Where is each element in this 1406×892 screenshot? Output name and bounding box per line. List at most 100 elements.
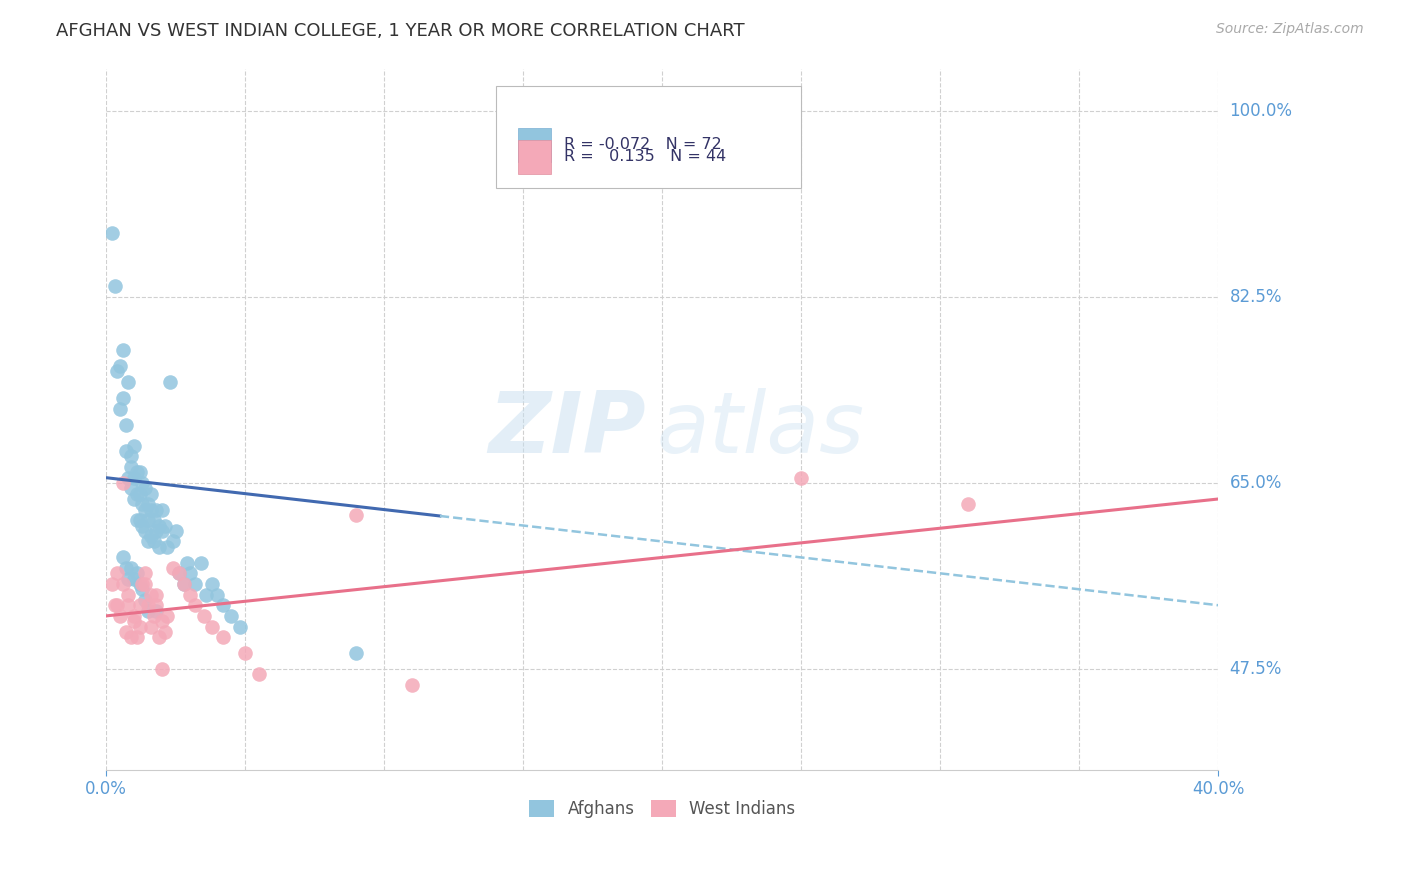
Point [142, 608, 165, 623]
Point [173, 577, 195, 591]
Point [148, 540, 170, 554]
Point [139, 529, 162, 543]
Point [125, 466, 148, 480]
Point [134, 524, 156, 538]
Point [153, 518, 176, 533]
Point [162, 561, 184, 575]
Point [145, 588, 167, 602]
Point [117, 572, 139, 586]
Legend: Afghans, West Indians: Afghans, West Indians [523, 793, 803, 825]
Text: AFGHAN VS WEST INDIAN COLLEGE, 1 YEAR OR MORE CORRELATION CHART: AFGHAN VS WEST INDIAN COLLEGE, 1 YEAR OR… [56, 22, 745, 40]
Text: R = -0.072   N = 72: R = -0.072 N = 72 [564, 137, 723, 153]
Point [117, 599, 139, 613]
Point [128, 619, 150, 633]
Point [114, 417, 136, 432]
Text: ZIP: ZIP [488, 388, 645, 471]
Point [148, 630, 170, 644]
Point [108, 401, 131, 416]
Point [125, 486, 148, 500]
Point [150, 524, 173, 538]
Bar [517, 128, 551, 161]
Point [145, 502, 167, 516]
Text: R =   0.135   N = 44: R = 0.135 N = 44 [564, 149, 727, 164]
Point [165, 524, 187, 538]
Point [131, 577, 153, 591]
Point [103, 599, 125, 613]
Point [957, 497, 980, 511]
Point [103, 279, 125, 293]
Point [114, 444, 136, 458]
Point [142, 534, 165, 549]
Point [120, 561, 142, 575]
Point [162, 534, 184, 549]
Point [156, 608, 179, 623]
Point [139, 486, 162, 500]
Point [136, 497, 159, 511]
Point [128, 466, 150, 480]
Point [120, 460, 142, 475]
Point [128, 599, 150, 613]
Point [128, 486, 150, 500]
Point [122, 471, 145, 485]
Point [117, 375, 139, 389]
Point [167, 566, 190, 581]
Point [101, 577, 124, 591]
Bar [517, 140, 551, 174]
Point [207, 588, 229, 602]
Text: atlas: atlas [657, 388, 865, 471]
Point [122, 608, 145, 623]
Point [790, 471, 813, 485]
Text: 100.0%: 100.0% [1230, 102, 1292, 120]
Point [142, 513, 165, 527]
Point [195, 588, 218, 602]
Point [136, 513, 159, 527]
Point [139, 619, 162, 633]
Point [139, 502, 162, 516]
Point [122, 439, 145, 453]
Point [150, 662, 173, 676]
Point [108, 608, 131, 623]
Point [136, 599, 159, 613]
Point [131, 582, 153, 597]
Point [105, 599, 128, 613]
Point [105, 364, 128, 378]
Point [134, 481, 156, 495]
Point [401, 678, 423, 692]
Point [125, 566, 148, 581]
Point [346, 646, 368, 660]
Text: 65.0%: 65.0% [1230, 474, 1282, 492]
Point [179, 588, 201, 602]
Point [125, 513, 148, 527]
Point [105, 566, 128, 581]
Point [117, 588, 139, 602]
Point [228, 619, 250, 633]
Point [145, 524, 167, 538]
Point [193, 608, 215, 623]
Point [159, 375, 181, 389]
Point [201, 577, 224, 591]
Point [128, 513, 150, 527]
Point [120, 481, 142, 495]
Point [190, 556, 212, 570]
Point [212, 599, 235, 613]
Point [128, 577, 150, 591]
Point [117, 471, 139, 485]
Point [167, 566, 190, 581]
Point [134, 577, 156, 591]
Point [156, 540, 179, 554]
Point [134, 502, 156, 516]
Point [134, 593, 156, 607]
Text: 82.5%: 82.5% [1230, 288, 1282, 306]
Point [179, 566, 201, 581]
Point [131, 476, 153, 491]
Point [173, 577, 195, 591]
Point [111, 391, 134, 405]
Point [101, 227, 124, 241]
Point [131, 518, 153, 533]
Point [221, 608, 243, 623]
Point [145, 603, 167, 617]
Point [346, 508, 368, 522]
Point [111, 343, 134, 358]
Point [125, 630, 148, 644]
Point [111, 577, 134, 591]
